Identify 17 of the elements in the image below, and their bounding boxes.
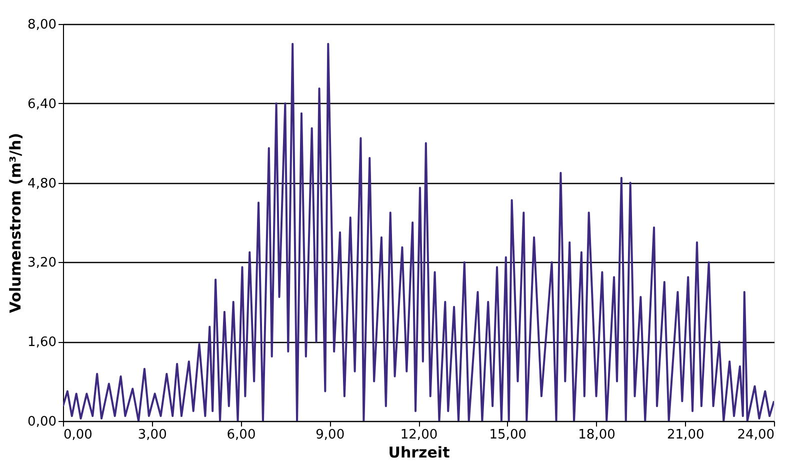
x-tick-label: 21,00 [667, 428, 704, 442]
x-tick-label: 6,00 [226, 428, 256, 442]
x-tick-label: 0,00 [64, 428, 92, 442]
y-tick-label: 3,20 [28, 256, 56, 271]
x-tick-label: 24,00 [737, 428, 774, 442]
y-tick-label: 1,60 [28, 335, 56, 350]
y-tick-label: 6,40 [28, 96, 56, 112]
y-axis-title: Volumenstrom (m³/h) [6, 132, 25, 314]
x-tick-label: 18,00 [578, 428, 616, 442]
x-tick-label: 9,00 [316, 428, 345, 442]
y-tick-label: 0,00 [28, 414, 56, 430]
x-tick-label: 12,00 [400, 428, 438, 442]
y-tick-label: 4,80 [28, 176, 56, 192]
y-tick-label: 8,00 [28, 18, 56, 32]
x-tick-label: 15,00 [489, 428, 526, 442]
x-tick-label: 3,00 [138, 428, 167, 442]
x-axis-title: Uhrzeit [388, 444, 450, 462]
